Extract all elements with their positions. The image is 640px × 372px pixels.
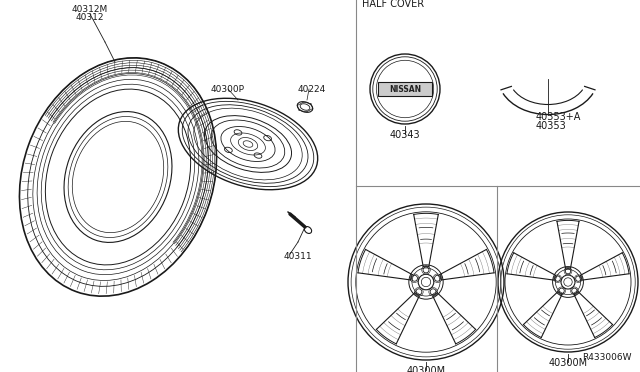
Text: R433006W: R433006W [582, 353, 632, 362]
Text: NISSAN: NISSAN [389, 84, 421, 93]
Text: 40300P: 40300P [211, 85, 245, 94]
Text: 40300M: 40300M [548, 358, 588, 368]
Text: 40224: 40224 [298, 85, 326, 94]
Text: 40353: 40353 [536, 121, 567, 131]
Text: 40312M: 40312M [72, 5, 108, 14]
Text: HALF COVER: HALF COVER [362, 0, 424, 9]
Text: 40353+A: 40353+A [536, 112, 581, 122]
Text: 40311: 40311 [284, 252, 312, 261]
Text: 40343: 40343 [390, 130, 420, 140]
Bar [378, 81, 432, 96]
Text: 40312: 40312 [76, 13, 104, 22]
Text: 40300M: 40300M [406, 366, 445, 372]
